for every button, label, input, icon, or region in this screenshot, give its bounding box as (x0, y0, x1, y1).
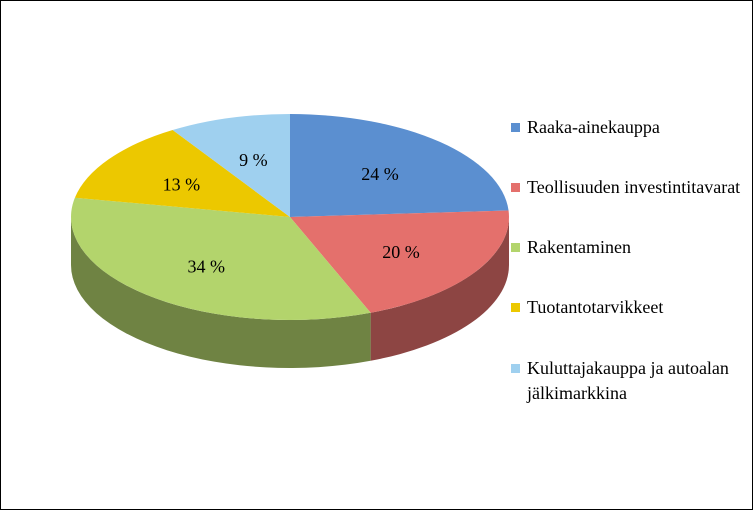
legend-label: Raaka-ainekauppa (527, 117, 660, 137)
data-label: 24 % (361, 164, 399, 184)
legend-item: Kuluttajakauppa ja autoalan jälkimarkkin… (511, 356, 746, 406)
legend-swatch (511, 303, 520, 312)
slice (290, 210, 509, 313)
legend-swatch (511, 183, 520, 192)
legend-swatch (511, 364, 520, 373)
legend-label: Rakentaminen (527, 237, 631, 257)
slice (74, 130, 290, 217)
data-label: 20 % (382, 242, 420, 262)
data-label: 34 % (187, 257, 225, 277)
slice (71, 197, 371, 320)
legend-label: Kuluttajakauppa ja autoalan jälkimarkkin… (527, 358, 729, 403)
data-label: 13 % (163, 174, 201, 194)
slice-side (370, 217, 509, 361)
legend-swatch (511, 123, 520, 132)
legend-label: Tuotantotarvikkeet (527, 297, 664, 317)
legend-swatch (511, 243, 520, 252)
legend-item: Teollisuuden investintitavarat (511, 175, 746, 200)
legend-item: Rakentaminen (511, 235, 746, 260)
legend-item: Tuotantotarvikkeet (511, 295, 746, 320)
legend-label: Teollisuuden investintitavarat (527, 177, 741, 197)
slice (172, 114, 290, 217)
slice-side (71, 217, 371, 368)
legend-item: Raaka-ainekauppa (511, 115, 746, 140)
slice (290, 114, 509, 217)
data-label: 9 % (239, 150, 268, 170)
